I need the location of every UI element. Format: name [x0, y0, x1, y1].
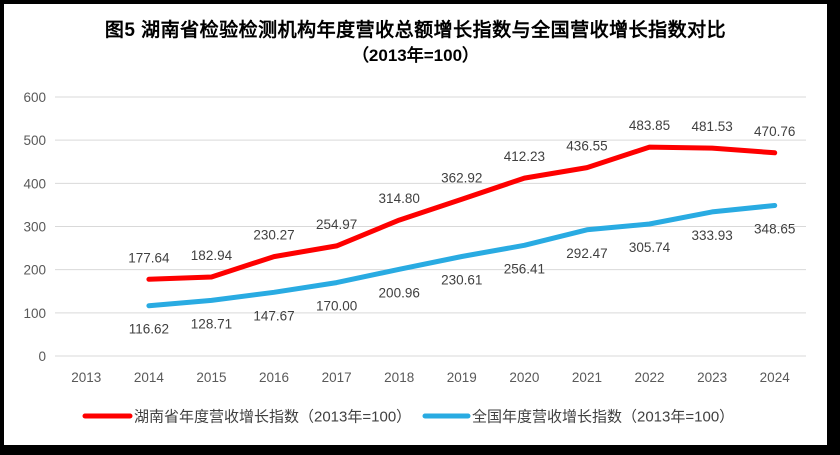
- data-label: 333.93: [691, 228, 732, 243]
- x-axis-tick-label: 2016: [259, 370, 289, 385]
- chart-title-line2: （2013年=100）: [351, 46, 480, 65]
- data-label: 177.64: [128, 250, 170, 265]
- chart-canvas: 图5 湖南省检验检测机构年度营收总额增长指数与全国营收增长指数对比 （2013年…: [4, 4, 827, 445]
- data-label: 305.74: [629, 240, 671, 255]
- x-axis-tick-label: 2022: [635, 370, 665, 385]
- chart-title: 图5 湖南省检验检测机构年度营收总额增长指数与全国营收增长指数对比 （2013年…: [4, 18, 827, 68]
- y-axis-tick-label: 500: [23, 133, 46, 148]
- series-line-0: [146, 144, 778, 282]
- x-axis-tick-label: 2013: [71, 370, 101, 385]
- data-label: 128.71: [191, 316, 232, 331]
- data-label: 230.61: [441, 272, 482, 287]
- data-label: 182.94: [191, 248, 233, 263]
- data-label: 256.41: [504, 261, 545, 276]
- y-axis-tick-label: 200: [23, 263, 46, 278]
- chart-title-line1: 图5 湖南省检验检测机构年度营收总额增长指数与全国营收增长指数对比: [104, 20, 727, 41]
- data-label: 116.62: [129, 322, 169, 337]
- data-label: 230.27: [253, 228, 294, 243]
- data-label: 147.67: [253, 308, 294, 323]
- data-label: 200.96: [379, 285, 420, 300]
- x-axis-tick-label: 2014: [134, 370, 165, 385]
- x-axis-tick-label: 2023: [697, 370, 727, 385]
- data-label: 412.23: [504, 149, 545, 164]
- y-axis-tick-label: 600: [23, 90, 46, 105]
- y-axis-tick-label: 0: [38, 349, 46, 364]
- data-label: 348.65: [754, 221, 795, 236]
- x-axis-tick-label: 2020: [509, 370, 539, 385]
- data-label: 292.47: [566, 246, 607, 261]
- legend-label: 湖南省年度营收增长指数（2013年=100）: [134, 409, 411, 426]
- data-label: 314.80: [379, 191, 420, 206]
- y-axis-tick-label: 400: [23, 176, 46, 191]
- x-axis-tick-label: 2021: [572, 370, 602, 385]
- data-label: 254.97: [316, 217, 357, 232]
- series-line-1: [146, 203, 778, 309]
- data-label: 436.55: [566, 139, 607, 154]
- x-axis-tick-label: 2019: [447, 370, 477, 385]
- x-axis-tick-label: 2017: [322, 370, 352, 385]
- data-label: 470.76: [754, 124, 795, 139]
- y-axis-tick-label: 300: [23, 220, 46, 235]
- data-label: 362.92: [441, 170, 482, 185]
- data-label: 483.85: [629, 118, 670, 133]
- x-axis-tick-label: 2018: [384, 370, 414, 385]
- data-label: 170.00: [316, 299, 357, 314]
- legend-label: 全国年度营收增长指数（2013年=100）: [472, 408, 734, 426]
- y-axis-tick-label: 100: [23, 306, 46, 321]
- data-label: 481.53: [691, 119, 732, 134]
- x-axis-tick-label: 2015: [196, 370, 226, 385]
- x-axis-tick-label: 2024: [760, 370, 791, 385]
